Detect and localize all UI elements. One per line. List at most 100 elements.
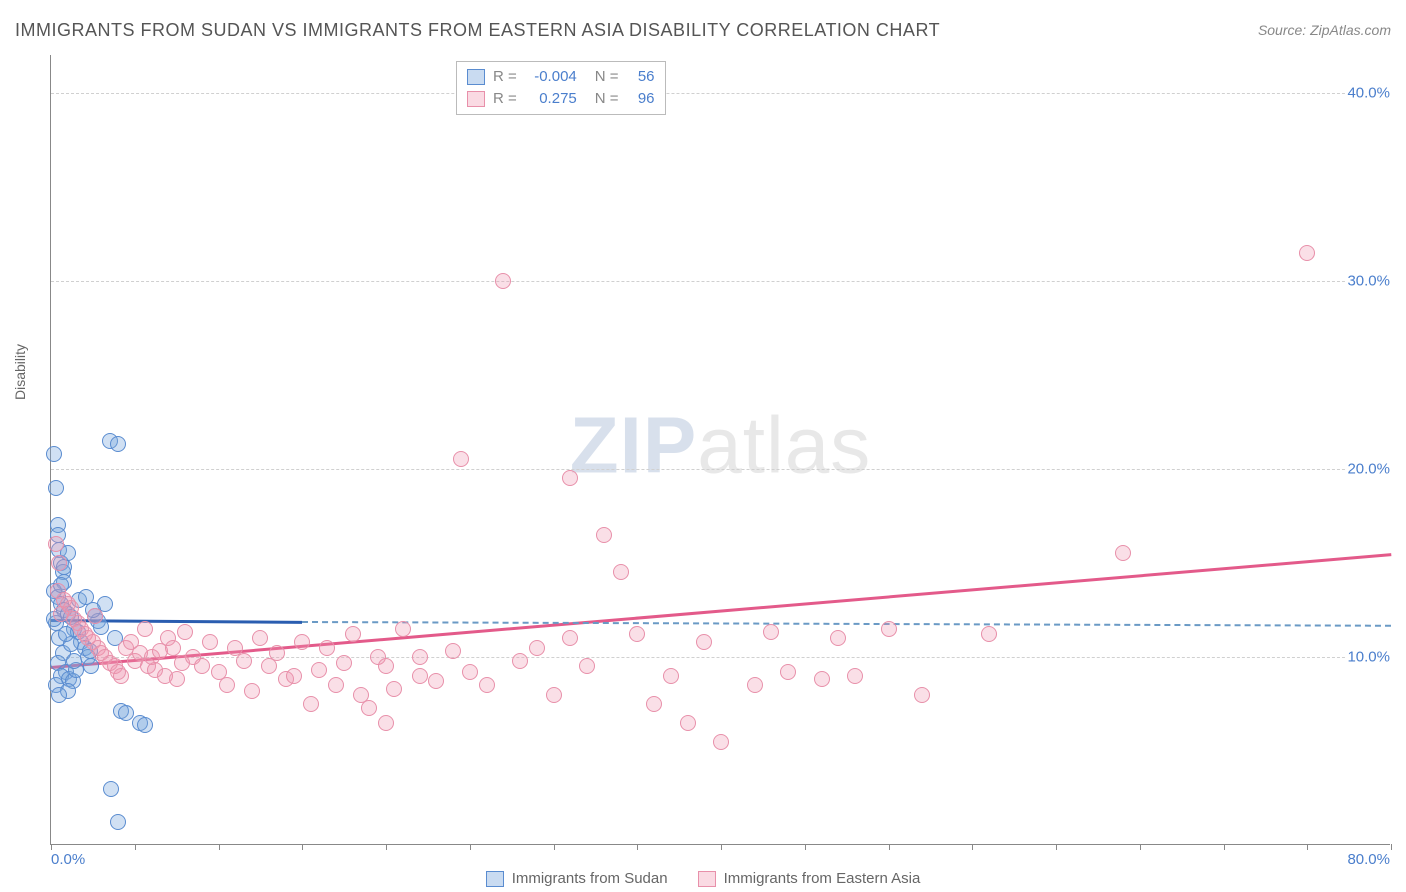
y-tick-label: 20.0% xyxy=(1345,460,1392,477)
data-point xyxy=(46,446,62,462)
trend-line xyxy=(51,553,1391,668)
data-point xyxy=(495,273,511,289)
data-point xyxy=(512,653,528,669)
data-point xyxy=(479,677,495,693)
data-point xyxy=(596,527,612,543)
stats-row-pink: R = 0.275 N = 96 xyxy=(467,88,655,110)
data-point xyxy=(48,536,64,552)
data-point xyxy=(386,681,402,697)
data-point xyxy=(177,624,193,640)
data-point xyxy=(269,645,285,661)
data-point xyxy=(747,677,763,693)
data-point xyxy=(252,630,268,646)
data-point xyxy=(378,658,394,674)
data-point xyxy=(780,664,796,680)
gridline xyxy=(51,657,1390,658)
data-point xyxy=(319,640,335,656)
data-point xyxy=(103,781,119,797)
x-tick xyxy=(554,844,555,850)
data-point xyxy=(137,717,153,733)
stats-pink-r: 0.275 xyxy=(525,88,577,110)
y-tick-label: 40.0% xyxy=(1345,84,1392,101)
data-point xyxy=(629,626,645,642)
x-tick xyxy=(1140,844,1141,850)
x-tick xyxy=(805,844,806,850)
data-point xyxy=(696,634,712,650)
data-point xyxy=(113,668,129,684)
data-point xyxy=(546,687,562,703)
data-point xyxy=(311,662,327,678)
data-point xyxy=(345,626,361,642)
data-point xyxy=(462,664,478,680)
stats-r-label: R = xyxy=(493,66,517,88)
trend-line xyxy=(302,621,1391,627)
data-point xyxy=(137,621,153,637)
x-tick xyxy=(972,844,973,850)
stats-n-label: N = xyxy=(595,88,619,110)
data-point xyxy=(1299,245,1315,261)
data-point xyxy=(529,640,545,656)
stats-blue-r: -0.004 xyxy=(525,66,577,88)
data-point xyxy=(847,668,863,684)
data-point xyxy=(914,687,930,703)
source-credit: Source: ZipAtlas.com xyxy=(1258,22,1391,38)
data-point xyxy=(202,634,218,650)
data-point xyxy=(194,658,210,674)
x-tick-label: 0.0% xyxy=(51,851,85,868)
data-point xyxy=(646,696,662,712)
swatch-blue-icon xyxy=(486,871,504,887)
gridline xyxy=(51,281,1390,282)
x-tick xyxy=(1224,844,1225,850)
x-tick xyxy=(889,844,890,850)
x-tick xyxy=(1056,844,1057,850)
chart-title: IMMIGRANTS FROM SUDAN VS IMMIGRANTS FROM… xyxy=(15,20,940,40)
data-point xyxy=(336,655,352,671)
data-point xyxy=(110,814,126,830)
data-point xyxy=(66,653,82,669)
data-point xyxy=(428,673,444,689)
data-point xyxy=(663,668,679,684)
data-point xyxy=(303,696,319,712)
swatch-pink-icon xyxy=(698,871,716,887)
x-tick xyxy=(470,844,471,850)
data-point xyxy=(51,555,67,571)
x-tick xyxy=(637,844,638,850)
legend-blue-label: Immigrants from Sudan xyxy=(512,870,668,887)
y-tick-label: 10.0% xyxy=(1345,648,1392,665)
chart-area: ZIPatlas R = -0.004 N = 56 R = 0.275 N =… xyxy=(50,55,1390,845)
source-label: Source: xyxy=(1258,22,1306,38)
watermark-bold: ZIP xyxy=(570,400,697,489)
stats-pink-n: 96 xyxy=(627,88,655,110)
data-point xyxy=(244,683,260,699)
data-point xyxy=(361,700,377,716)
x-tick xyxy=(386,844,387,850)
data-point xyxy=(579,658,595,674)
data-point xyxy=(286,668,302,684)
source-value: ZipAtlas.com xyxy=(1310,22,1391,38)
x-tick-label: 80.0% xyxy=(1347,851,1390,868)
x-tick xyxy=(302,844,303,850)
legend-pink-label: Immigrants from Eastern Asia xyxy=(724,870,921,887)
x-tick xyxy=(1307,844,1308,850)
data-point xyxy=(395,621,411,637)
gridline xyxy=(51,469,1390,470)
data-point xyxy=(51,687,67,703)
stats-legend-box: R = -0.004 N = 56 R = 0.275 N = 96 xyxy=(456,61,666,115)
gridline xyxy=(51,93,1390,94)
legend-item-pink: Immigrants from Eastern Asia xyxy=(698,870,921,887)
data-point xyxy=(713,734,729,750)
data-point xyxy=(48,480,64,496)
data-point xyxy=(328,677,344,693)
data-point xyxy=(562,470,578,486)
data-point xyxy=(412,668,428,684)
stats-n-label: N = xyxy=(595,66,619,88)
data-point xyxy=(881,621,897,637)
header-bar: IMMIGRANTS FROM SUDAN VS IMMIGRANTS FROM… xyxy=(15,20,1391,50)
stats-r-label: R = xyxy=(493,88,517,110)
data-point xyxy=(981,626,997,642)
plot-region: ZIPatlas R = -0.004 N = 56 R = 0.275 N =… xyxy=(50,55,1390,845)
data-point xyxy=(87,608,103,624)
data-point xyxy=(453,451,469,467)
data-point xyxy=(378,715,394,731)
swatch-pink-icon xyxy=(467,91,485,107)
